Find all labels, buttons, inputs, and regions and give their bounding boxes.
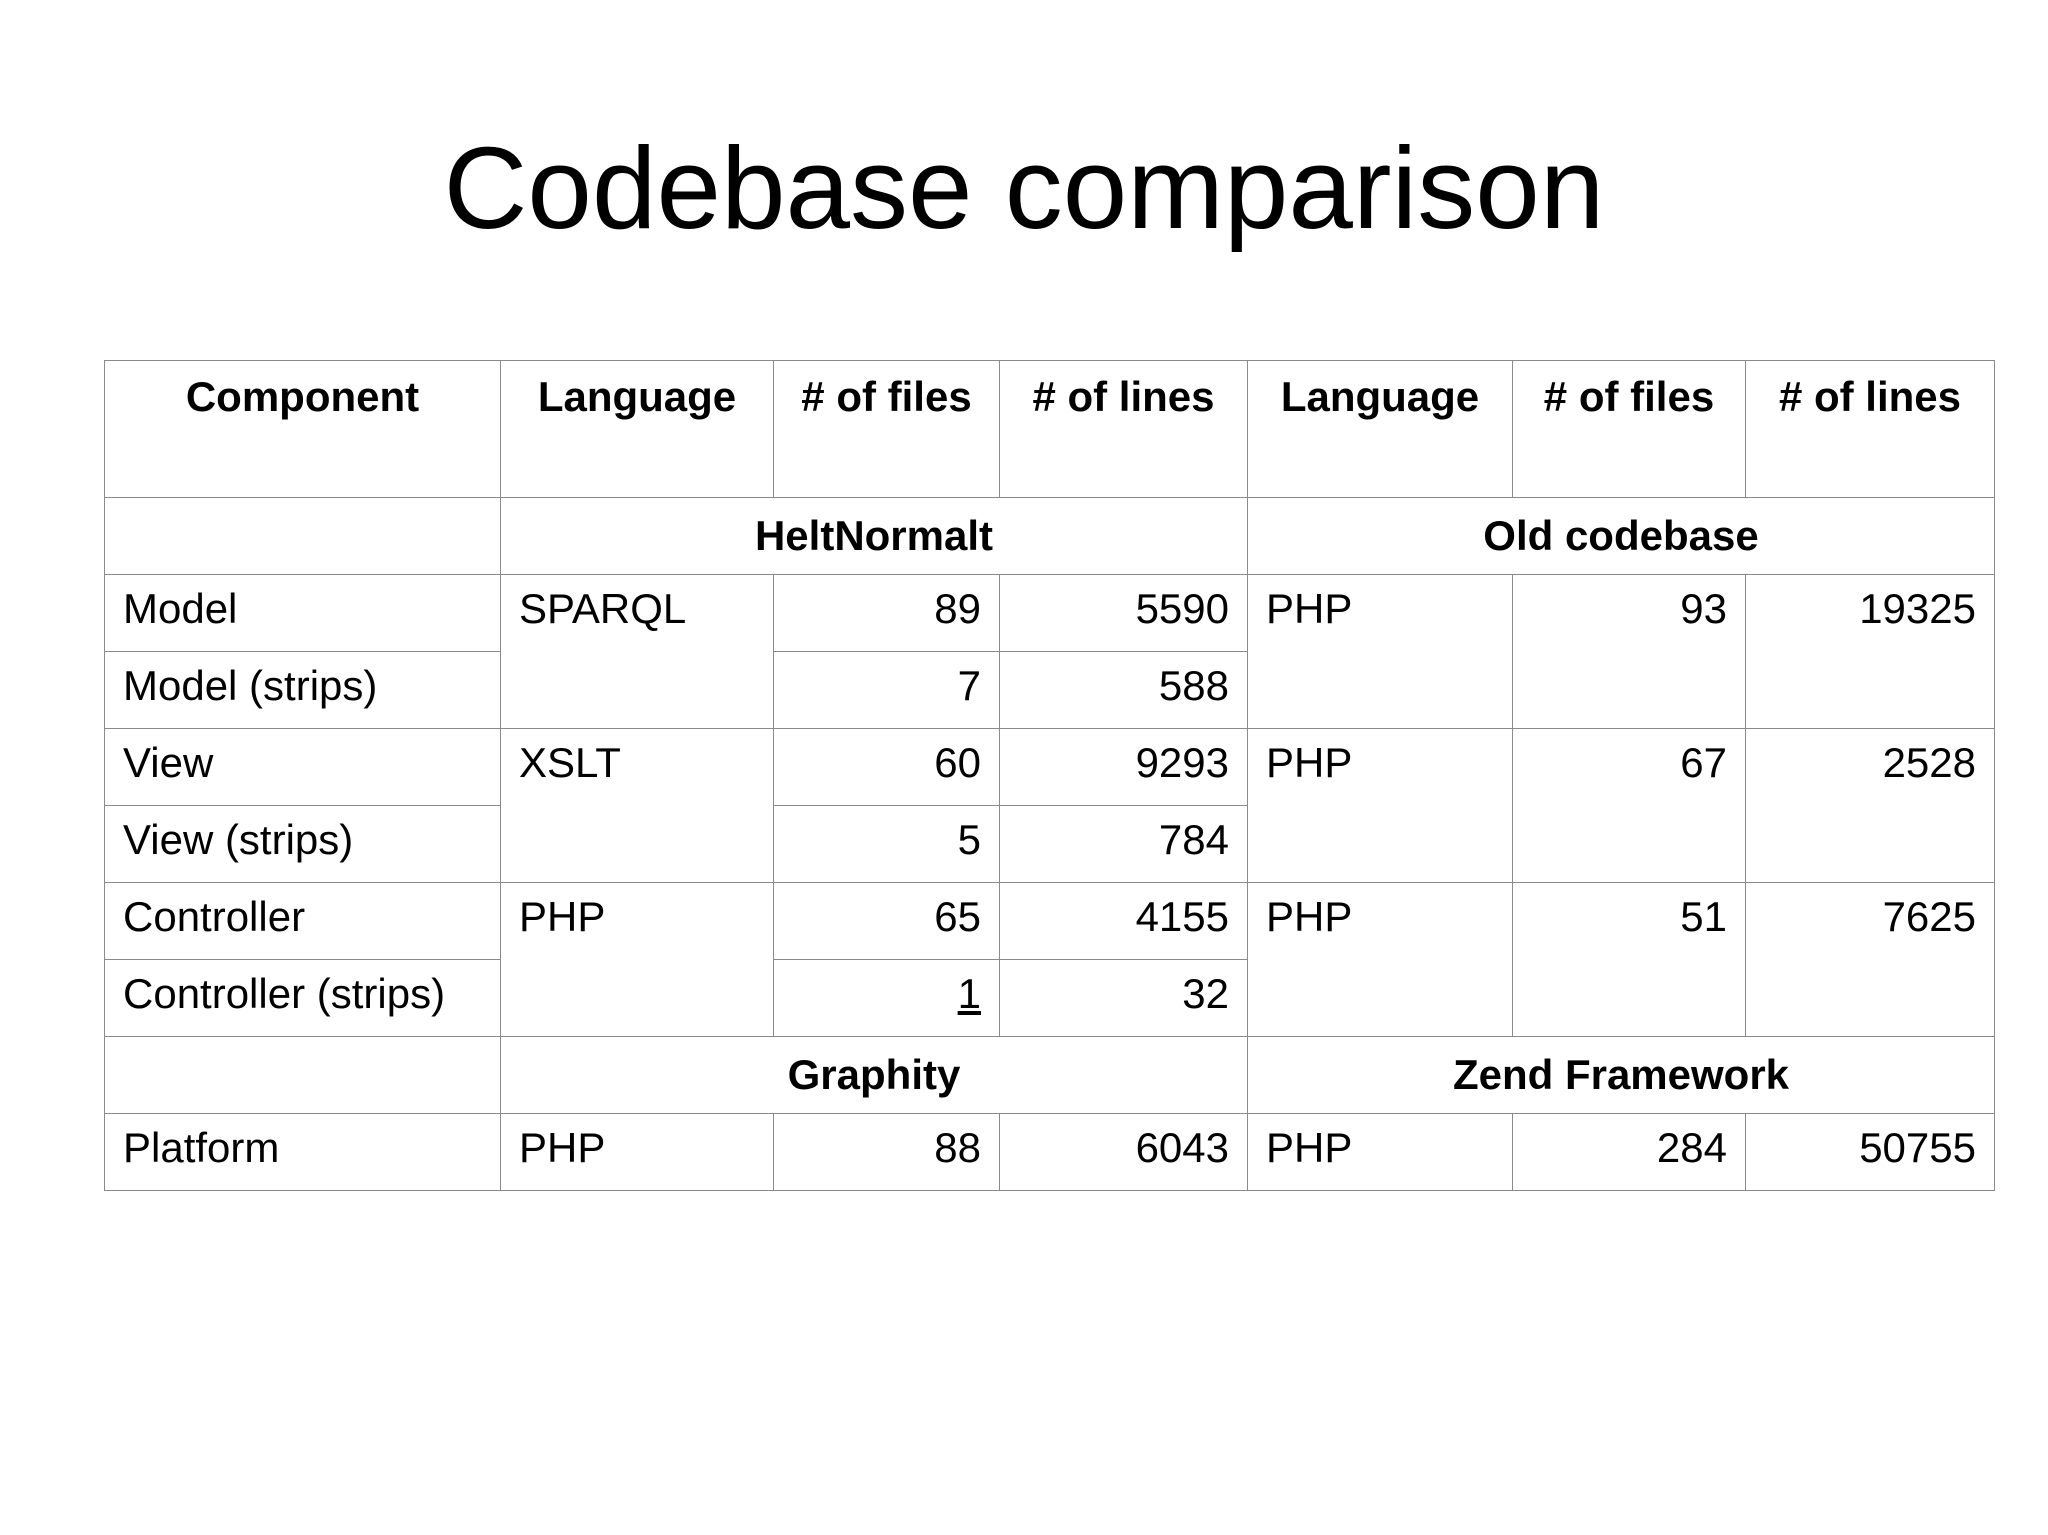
data-cell: 7 [773, 651, 1000, 729]
data-cell: 4155 [999, 882, 1248, 960]
data-cell: 88 [773, 1113, 1000, 1191]
data-cell: 1 [773, 959, 1000, 1037]
data-row: Model (strips) 7 588 [104, 651, 1995, 729]
data-cell: PHP [1247, 728, 1513, 883]
data-cell: 93 [1512, 574, 1746, 729]
data-cell: 19325 [1745, 574, 1995, 729]
data-cell: SPARQL [500, 574, 774, 729]
table-body: Component Language # of files # of lines Lan… [104, 360, 1995, 1191]
data-cell: 32 [999, 959, 1248, 1037]
data-row: Controller (strips) 1 32 [104, 959, 1995, 1037]
data-cell: 784 [999, 805, 1248, 883]
data-cell: 89 [773, 574, 1000, 652]
data-cell: PHP [500, 882, 774, 1037]
header-cell: # of lines [1745, 360, 1995, 498]
data-row: View XSLT 60 9293 PHP 67 2528 [104, 728, 1995, 883]
data-cell: PHP [1247, 1113, 1513, 1191]
header-cell: # of lines [999, 360, 1248, 498]
header-cell: Language [500, 360, 774, 498]
data-cell: 7625 [1745, 882, 1995, 1037]
header-cell: # of files [773, 360, 1000, 498]
data-cell: 6043 [999, 1113, 1248, 1191]
data-cell: 588 [999, 651, 1248, 729]
header-cell: Language [1247, 360, 1513, 498]
component-cell: Model (strips) [104, 651, 501, 729]
data-cell: 284 [1512, 1113, 1746, 1191]
data-cell: 5 [773, 805, 1000, 883]
data-cell: PHP [500, 1113, 774, 1191]
component-cell: View [104, 728, 501, 806]
data-row: Model SPARQL 89 5590 PHP 93 19325 [104, 574, 1995, 729]
data-cell: 9293 [999, 728, 1248, 806]
group-label: Graphity [500, 1036, 1248, 1114]
data-cell: 65 [773, 882, 1000, 960]
data-cell: PHP [1247, 574, 1513, 729]
group-label: HeltNormalt [500, 497, 1248, 575]
group-label: Zend Framework [1247, 1036, 1995, 1114]
component-cell: Model [104, 574, 501, 652]
data-cell: 67 [1512, 728, 1746, 883]
component-cell: Controller (strips) [104, 959, 501, 1037]
group-row: Graphity Zend Framework [104, 1036, 1995, 1114]
comparison-table: Component Language # of files # of lines Lan… [104, 360, 1995, 1191]
header-cell: Component [104, 360, 501, 498]
data-cell: 50755 [1745, 1113, 1995, 1191]
data-row: View (strips) 5 784 [104, 805, 1995, 883]
component-cell: View (strips) [104, 805, 501, 883]
empty-cell [104, 497, 501, 575]
data-row: Platform PHP 88 6043 PHP 284 50755 [104, 1113, 1995, 1191]
header-cell: # of files [1512, 360, 1746, 498]
data-cell: 51 [1512, 882, 1746, 1037]
empty-cell [104, 1036, 501, 1114]
data-cell: 5590 [999, 574, 1248, 652]
header-row: Component Language # of files # of lines Lan… [104, 360, 1995, 498]
group-label: Old codebase [1247, 497, 1995, 575]
data-row: Controller PHP 65 4155 PHP 51 7625 [104, 882, 1995, 1037]
component-cell: Controller [104, 882, 501, 960]
group-row: HeltNormalt Old codebase [104, 497, 1995, 575]
data-cell: PHP [1247, 882, 1513, 1037]
component-cell: Platform [104, 1113, 501, 1191]
data-cell: XSLT [500, 728, 774, 883]
slide-title: Codebase comparison [443, 123, 1605, 253]
data-cell: 2528 [1745, 728, 1995, 883]
data-cell: 60 [773, 728, 1000, 806]
